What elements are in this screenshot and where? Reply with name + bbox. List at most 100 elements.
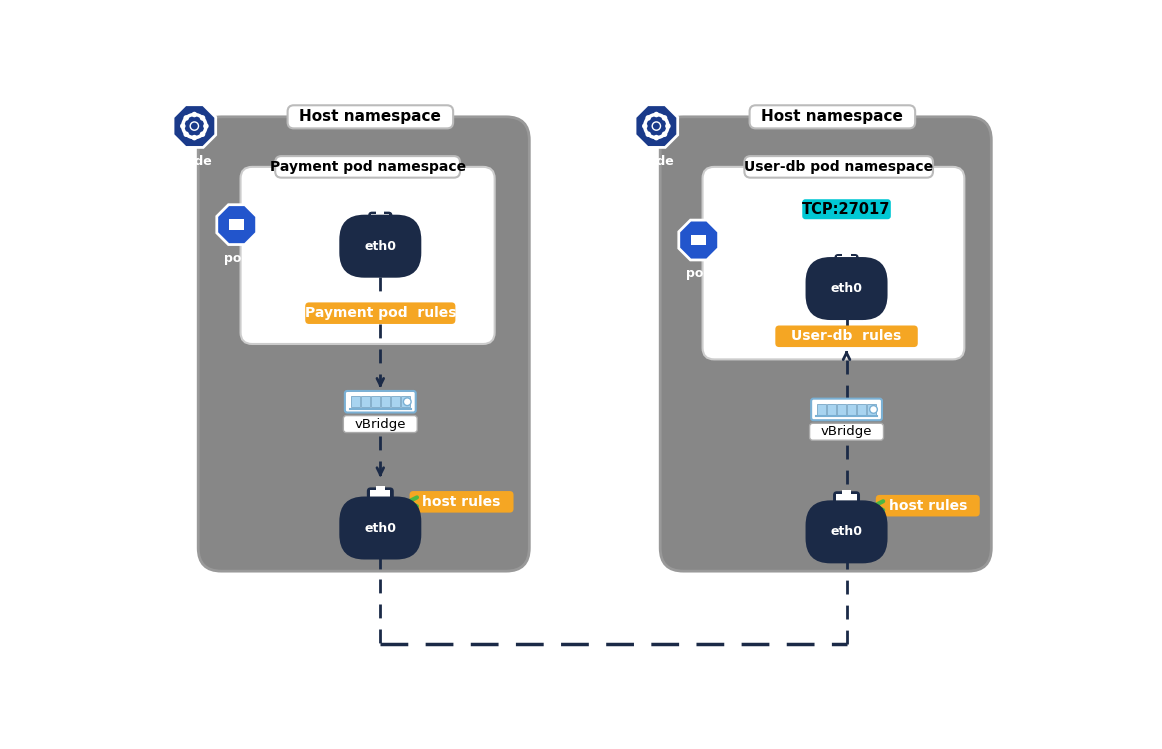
Bar [853,506,854,513]
Bar [401,396,409,407]
FancyBboxPatch shape [810,423,883,440]
Circle shape [191,122,199,130]
Text: Host namespace: Host namespace [761,109,903,124]
Bar [381,396,389,407]
Bar [839,267,841,273]
Bar [842,490,851,494]
Text: eth0: eth0 [831,282,862,295]
Bar [847,404,855,415]
FancyBboxPatch shape [343,416,417,432]
FancyBboxPatch shape [811,398,882,420]
Circle shape [184,132,189,137]
FancyBboxPatch shape [775,326,918,347]
Text: User-db  rules: User-db rules [791,330,902,343]
FancyBboxPatch shape [368,212,393,237]
FancyBboxPatch shape [876,495,980,517]
Circle shape [661,132,667,137]
Bar [844,267,845,273]
Bar [817,404,826,415]
Bar [852,267,854,273]
Polygon shape [173,105,216,148]
Bar [371,213,389,225]
Bar [837,494,856,506]
Circle shape [180,124,186,129]
Text: Host namespace: Host namespace [300,109,442,124]
Bar [382,503,383,509]
Circle shape [184,115,189,121]
Circle shape [200,132,206,137]
Bar [378,225,379,231]
Bar [372,503,374,509]
FancyBboxPatch shape [409,491,514,512]
FancyBboxPatch shape [802,199,891,219]
Circle shape [200,115,206,121]
Bar [229,219,244,230]
Polygon shape [217,204,257,245]
FancyBboxPatch shape [275,156,460,178]
Text: node: node [639,155,674,169]
Polygon shape [679,220,718,260]
FancyBboxPatch shape [367,488,394,516]
FancyBboxPatch shape [345,391,416,413]
Bar [392,396,400,407]
Bar [376,210,385,213]
Bar [867,404,876,415]
Bar [838,256,855,267]
Circle shape [645,132,651,137]
Text: host rules: host rules [422,495,501,509]
Circle shape [192,135,198,140]
FancyBboxPatch shape [660,117,991,571]
Text: vBridge: vBridge [820,425,873,438]
Bar [361,396,370,407]
Bar [844,506,845,513]
Bar [838,404,846,415]
Text: host rules: host rules [889,499,967,512]
Bar [371,396,380,407]
Text: node: node [177,155,211,169]
Circle shape [643,124,647,129]
FancyBboxPatch shape [749,106,916,128]
Text: Payment pod  rules: Payment pod rules [304,306,456,320]
FancyBboxPatch shape [288,106,453,128]
Bar [691,234,706,246]
Bar [842,252,851,256]
FancyBboxPatch shape [306,303,456,324]
Text: eth0: eth0 [831,525,862,539]
Bar [375,485,385,490]
FancyBboxPatch shape [833,491,860,520]
Bar [381,225,383,231]
Circle shape [652,122,660,130]
Text: Payment pod namespace: Payment pod namespace [270,160,466,174]
Text: eth0: eth0 [365,240,396,252]
Bar [387,503,388,509]
FancyBboxPatch shape [703,167,964,360]
FancyBboxPatch shape [745,156,933,178]
Text: TCP:27017: TCP:27017 [802,201,891,216]
Circle shape [653,112,659,118]
Bar [848,267,849,273]
Circle shape [192,112,198,118]
Bar [386,225,388,231]
FancyBboxPatch shape [834,254,859,280]
Text: pod: pod [686,267,712,280]
Text: pod: pod [223,252,250,264]
Bar [376,503,379,509]
Bar [858,404,866,415]
Bar [373,225,375,231]
Text: eth0: eth0 [365,521,396,535]
Circle shape [869,405,877,413]
Polygon shape [634,105,677,148]
Circle shape [403,398,411,405]
Bar [827,404,835,415]
Bar [848,506,849,513]
Circle shape [203,124,209,129]
Circle shape [661,115,667,121]
Circle shape [645,115,651,121]
Bar [351,396,359,407]
Bar [839,506,840,513]
Text: vBridge: vBridge [354,417,406,431]
Circle shape [653,135,659,140]
Text: User-db pod namespace: User-db pod namespace [744,160,933,174]
Bar [371,490,390,503]
Circle shape [665,124,670,129]
